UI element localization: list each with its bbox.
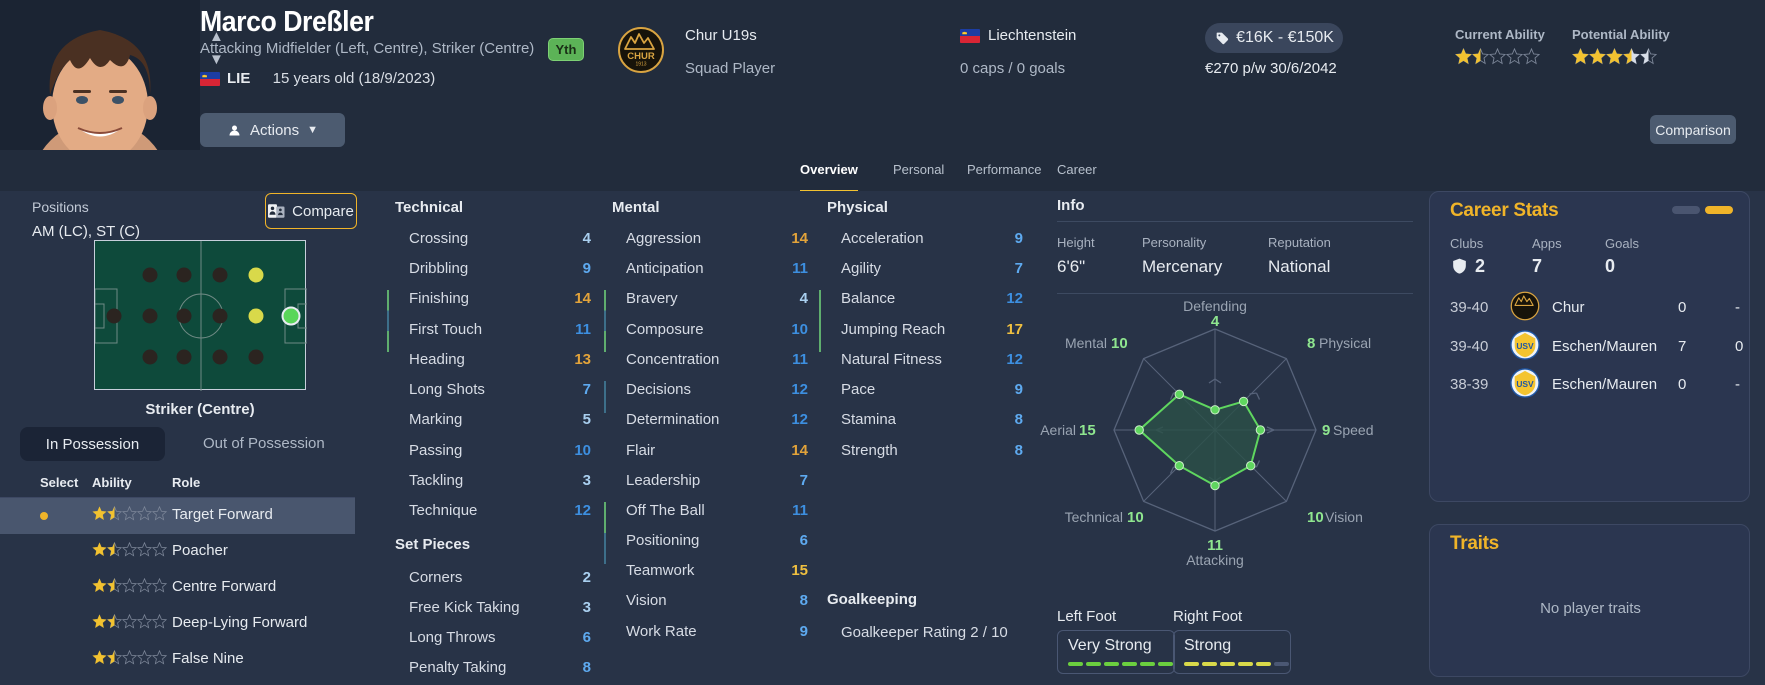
svg-text:Physical: Physical — [1319, 335, 1371, 351]
svg-text:8: 8 — [1307, 335, 1315, 352]
svg-text:10: 10 — [1111, 335, 1128, 352]
svg-text:Mental: Mental — [1065, 335, 1107, 351]
svg-text:Vision: Vision — [1325, 509, 1363, 525]
svg-text:Aerial: Aerial — [1040, 422, 1076, 438]
svg-text:CHUR: CHUR — [627, 51, 655, 62]
svg-text:USV: USV — [1516, 341, 1534, 351]
svg-text:15: 15 — [1079, 422, 1096, 439]
svg-text:USV: USV — [1516, 379, 1534, 389]
svg-text:Speed: Speed — [1333, 422, 1373, 438]
svg-text:Defending: Defending — [1183, 298, 1247, 314]
svg-text:10: 10 — [1127, 509, 1144, 526]
svg-text:1913: 1913 — [635, 62, 646, 68]
svg-text:4: 4 — [1211, 313, 1220, 330]
svg-text:10: 10 — [1307, 509, 1324, 526]
svg-text:9: 9 — [1322, 422, 1330, 439]
svg-text:Attacking: Attacking — [1186, 552, 1244, 568]
svg-text:Technical: Technical — [1065, 509, 1123, 525]
